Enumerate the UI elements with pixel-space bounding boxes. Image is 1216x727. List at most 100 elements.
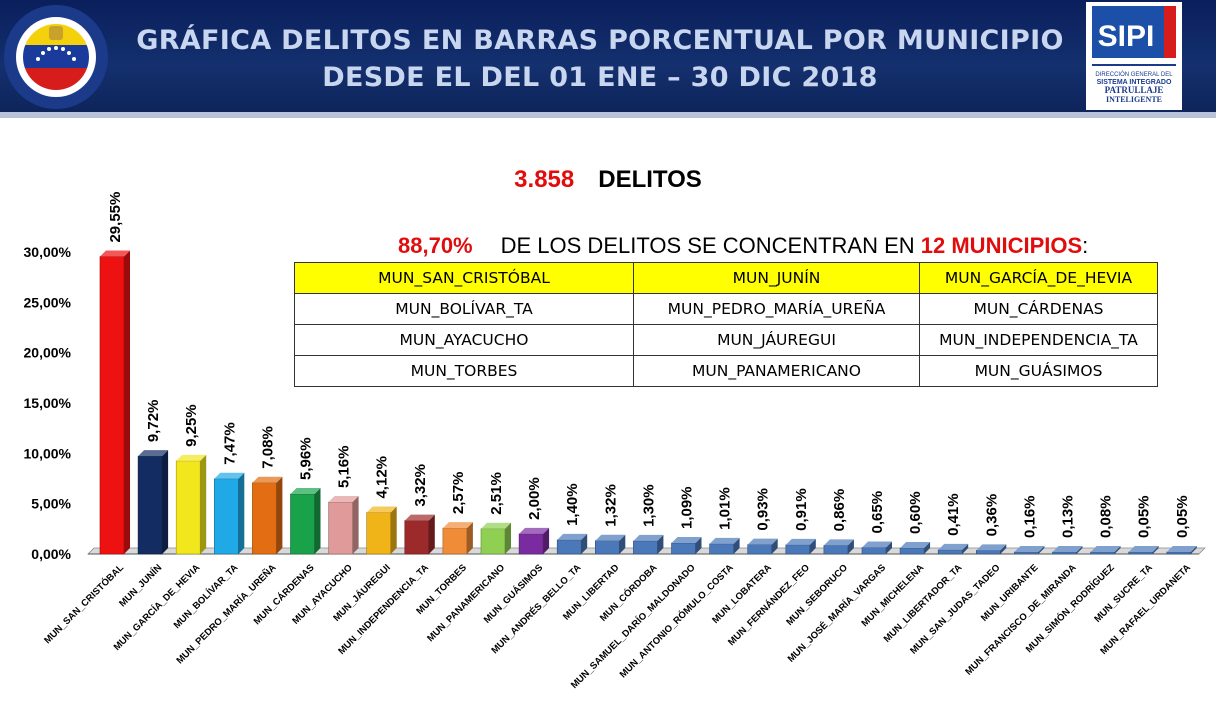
bar-value-label: 0,91% <box>793 488 810 531</box>
bar-value-label: 5,16% <box>336 446 353 489</box>
bar-top <box>442 522 473 529</box>
bar-top <box>557 533 588 540</box>
bar-value-label: 1,40% <box>564 483 581 526</box>
header-banner: GRÁFICA DELITOS EN BARRAS PORCENTUAL POR… <box>0 0 1216 118</box>
y-tick-label: 30,00% <box>24 244 72 260</box>
header-divider <box>0 112 1216 118</box>
bar <box>899 547 925 555</box>
bar-side <box>505 522 511 554</box>
bar-side <box>314 488 321 554</box>
y-tick-label: 0,00% <box>31 546 71 562</box>
bar <box>1052 551 1077 555</box>
bar-value-label: 0,13% <box>1060 495 1077 538</box>
bar <box>861 547 887 555</box>
ministry-seal-logo <box>4 5 108 109</box>
bar <box>99 256 125 555</box>
bar-side <box>1114 546 1121 554</box>
total-crimes-label: DELITOS <box>598 166 702 193</box>
x-tick-label: MUN_SEBORUCO <box>784 562 850 628</box>
bar <box>823 545 849 555</box>
bar <box>975 550 1001 555</box>
bar-value-label: 7,47% <box>221 422 238 465</box>
bar-value-label: 4,12% <box>374 456 391 499</box>
bar-top <box>823 539 854 546</box>
bar-top <box>1128 546 1159 552</box>
bar-value-label: 0,41% <box>945 493 962 536</box>
bar-top <box>481 522 511 529</box>
bar-top <box>176 454 207 461</box>
bar-value-label: 1,30% <box>640 484 657 527</box>
sipi-caption-4: INTELIGENTE <box>1106 95 1162 104</box>
bar-top <box>785 538 816 545</box>
bar <box>594 540 620 555</box>
bar-top <box>1052 546 1083 552</box>
bar-value-label: 7,08% <box>259 426 276 469</box>
bar <box>175 460 201 555</box>
total-crimes: 3.858 DELITOS <box>0 166 1216 194</box>
x-tick-label: MUN_SAMUEL_DARÍO_MALDONADO <box>569 562 698 691</box>
bar <box>937 549 963 555</box>
bar-value-label: 29,55% <box>107 192 124 243</box>
x-tick-label: MUN_CÁRDENAS <box>252 562 317 627</box>
bar-value-label: 2,57% <box>450 472 467 515</box>
table-cell: MUN_BOLÍVAR_TA <box>294 293 634 325</box>
bar-side <box>238 472 245 554</box>
y-tick-label: 5,00% <box>31 496 71 512</box>
table-cell: MUN_PEDRO_MARÍA_UREÑA <box>633 293 920 325</box>
table-cell: MUN_INDEPENDENCIA_TA <box>919 324 1158 356</box>
bar-value-label: 5,96% <box>298 437 315 480</box>
table-cell: MUN_JÁUREGUI <box>633 324 920 356</box>
y-tick-label: 10,00% <box>24 445 72 461</box>
bar-value-label: 0,93% <box>755 488 772 531</box>
x-tick-label: MUN_SAN_JUDAS_TADEO <box>908 562 1002 656</box>
bar-side <box>924 541 931 554</box>
bar-top <box>709 537 740 544</box>
bar-value-label: 9,72% <box>145 400 162 443</box>
bar-top <box>519 527 550 534</box>
sipi-caption-3: PATRULLAJE <box>1105 85 1164 95</box>
bar-side <box>276 476 283 554</box>
bar-top <box>595 534 626 541</box>
bar-value-label: 1,32% <box>602 484 619 527</box>
concentration-text: DE LOS DELITOS SE CONCENTRAN EN <box>500 233 915 258</box>
bar-side <box>124 250 130 554</box>
table-cell: MUN_GUÁSIMOS <box>919 355 1158 387</box>
bar-top <box>938 543 969 550</box>
bar-top <box>633 534 664 541</box>
table-cell: MUN_TORBES <box>294 355 634 387</box>
table-cell: MUN_CÁRDENAS <box>919 293 1158 325</box>
bar-side <box>657 534 664 554</box>
bar-value-label: 1,09% <box>679 486 696 529</box>
x-tick-label: MUN_JOSÉ_MARÍA_VARGAS <box>786 562 888 664</box>
x-tick-label: MUN_RAFAEL_URDANETA <box>1098 562 1193 657</box>
table-cell: MUN_AYACUCHO <box>294 324 634 356</box>
bar-side <box>771 538 778 554</box>
table-row: MUN_SAN_CRISTÓBAL MUN_JUNÍN MUN_GARCÍA_D… <box>294 262 1158 294</box>
x-tick-label: MUN_ANDRÉS_BELLO_TA <box>489 562 583 656</box>
bar <box>137 455 163 555</box>
bar-side <box>200 454 207 554</box>
chart-floor <box>87 547 1206 555</box>
bar <box>1014 551 1039 555</box>
x-tick-label: MUN_PANAMERICANO <box>425 562 507 644</box>
bar <box>633 540 658 555</box>
sipi-caption-2: SISTEMA INTEGRADO <box>1097 79 1172 86</box>
bar-side <box>1076 546 1083 554</box>
bar-side <box>581 533 588 554</box>
bar-top <box>747 538 778 545</box>
bar-top <box>1090 546 1121 552</box>
x-tick-label: MUN_TORBES <box>414 562 469 617</box>
bar-value-label: 0,60% <box>907 491 924 534</box>
bar <box>290 493 315 555</box>
x-tick-label: MUN_URIBANTE <box>979 562 1041 624</box>
bar <box>556 539 582 555</box>
bar-side <box>1000 544 1007 554</box>
bar <box>404 520 430 555</box>
sipi-logo: SIPI DIRECCIÓN GENERAL DEL SISTEMA INTEG… <box>1086 2 1182 110</box>
x-tick-label: MUN_ANTONIO_RÓMULO_COSTA <box>617 562 736 681</box>
bar-side <box>733 537 740 554</box>
bar-top <box>862 541 892 548</box>
bar-side <box>809 538 816 554</box>
bar-side <box>466 522 473 554</box>
x-tick-label: MUN_BOLÍVAR_TA <box>172 562 241 631</box>
